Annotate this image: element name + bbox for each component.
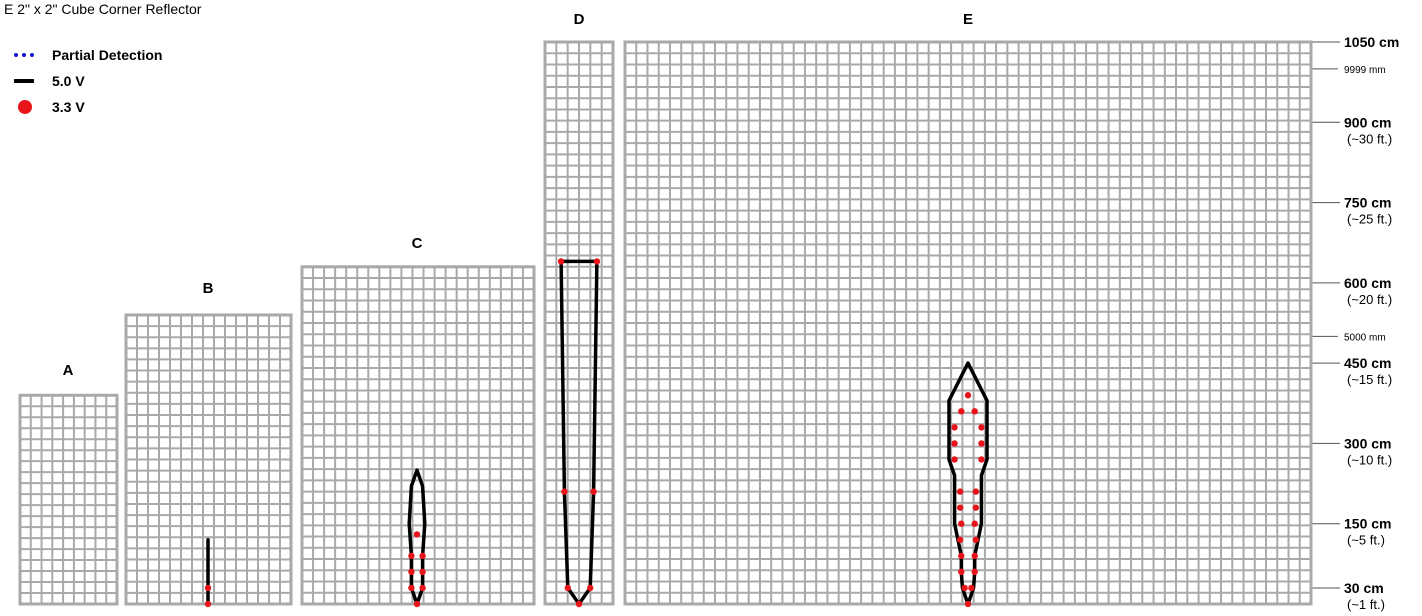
series-3v3-point [951, 424, 958, 431]
series-3v3-point [978, 456, 985, 463]
y-tick-label: 30 cm [1344, 580, 1384, 596]
solid-line-icon [14, 74, 36, 88]
y-tick-label: 300 cm [1344, 435, 1391, 451]
series-5v-line [947, 361, 989, 606]
series-3v3-point [956, 488, 964, 495]
series-3v3-point [971, 552, 978, 560]
y-tick-sublabel: (~30 ft.) [1347, 131, 1392, 146]
y-axis: 1050 cm 9999 mm 900 cm(~30 ft.) 750 cm(~25 … [1311, 34, 1399, 612]
series-3v3-point [413, 600, 421, 608]
panel-b: B [124, 280, 293, 608]
series-3v3-point [951, 456, 958, 463]
series-3v3-point [958, 568, 965, 576]
y-tick-sublabel: (~15 ft.) [1347, 372, 1392, 387]
grid [18, 393, 119, 606]
y-tick-label: 5000 mm [1344, 332, 1386, 343]
y-tick-sublabel: (~25 ft.) [1347, 212, 1392, 227]
y-tick-label: 9999 mm [1344, 65, 1386, 76]
legend-item-5v: 5.0 V [14, 68, 162, 94]
series-3v3-point [419, 552, 426, 560]
series-3v3-point [958, 520, 965, 527]
series-3v3-point [587, 584, 594, 592]
series-5v-line [559, 259, 599, 606]
series-3v3-point [956, 504, 964, 511]
series-3v3-point [564, 584, 571, 592]
legend-label: Partial Detection [52, 47, 163, 63]
series-3v3-point [593, 258, 601, 265]
series-3v3-point [413, 531, 421, 538]
y-tick-label: 600 cm [1344, 275, 1391, 291]
series-3v3-point [958, 408, 965, 415]
series-3v3-point [419, 584, 426, 592]
series-3v3-point [557, 258, 565, 265]
legend-label: 5.0 V [52, 73, 85, 89]
grid-frame [18, 393, 119, 606]
y-tick-sublabel: (~5 ft.) [1347, 533, 1385, 548]
series-3v3-point [204, 584, 212, 592]
legend-label: 3.3 V [52, 99, 85, 115]
y-tick-sublabel: (~1 ft.) [1347, 597, 1385, 612]
y-tick-sublabel: (~10 ft.) [1347, 452, 1392, 467]
series-3v3-point [958, 552, 965, 560]
chart-title: E 2" x 2" Cube Corner Reflector [4, 1, 202, 17]
y-tick-label: 750 cm [1344, 195, 1391, 211]
series-3v3-point [419, 568, 426, 576]
panel-label: E [963, 11, 973, 28]
panel-label: C [412, 235, 423, 252]
series-3v3-point [408, 568, 415, 576]
series-3v3-point [972, 488, 980, 495]
grid [543, 40, 615, 606]
y-tick-label: 1050 cm [1344, 34, 1399, 50]
legend-item-3v3: 3.3 V [14, 94, 162, 120]
grid [300, 265, 536, 606]
legend-item-partial-detection: Partial Detection [14, 42, 162, 68]
panel-d: D [543, 11, 615, 608]
series-3v3-point [408, 552, 415, 560]
series-3v3-point [978, 440, 985, 447]
y-tick-label: 900 cm [1344, 114, 1391, 130]
series-3v3-point [204, 600, 212, 608]
panel-label: B [203, 280, 214, 297]
y-tick-label: 150 cm [1344, 516, 1391, 532]
series-3v3-point [972, 504, 980, 511]
series-3v3-point [961, 584, 968, 592]
series-3v3-point [971, 520, 978, 527]
red-dot-icon [14, 100, 36, 114]
series-3v3-point [972, 536, 980, 543]
panel-e: E [623, 11, 1313, 608]
panel-c: C [300, 235, 536, 608]
y-tick-label: 450 cm [1344, 355, 1391, 371]
series-3v3-point [951, 440, 958, 447]
series-3v3-point [956, 536, 964, 543]
series-3v3-point [408, 584, 415, 592]
series-3v3-point [561, 488, 568, 495]
y-tick-sublabel: (~20 ft.) [1347, 292, 1392, 307]
dotted-line-icon [14, 48, 36, 62]
series-3v3-point [971, 568, 978, 576]
series-3v3-point [971, 408, 978, 415]
panel-label: D [574, 11, 585, 28]
panel-label: A [63, 362, 74, 379]
series-3v3-point [968, 584, 975, 592]
series-3v3-point [964, 392, 972, 399]
series-3v3-point [575, 600, 583, 608]
series-3v3-point [964, 600, 972, 608]
grid [623, 40, 1313, 606]
series-3v3-point [978, 424, 985, 431]
legend: Partial Detection 5.0 V 3.3 V [14, 42, 162, 120]
series-3v3-point [590, 488, 597, 495]
series-5v-line [407, 468, 427, 606]
panel-a: A [18, 362, 119, 606]
